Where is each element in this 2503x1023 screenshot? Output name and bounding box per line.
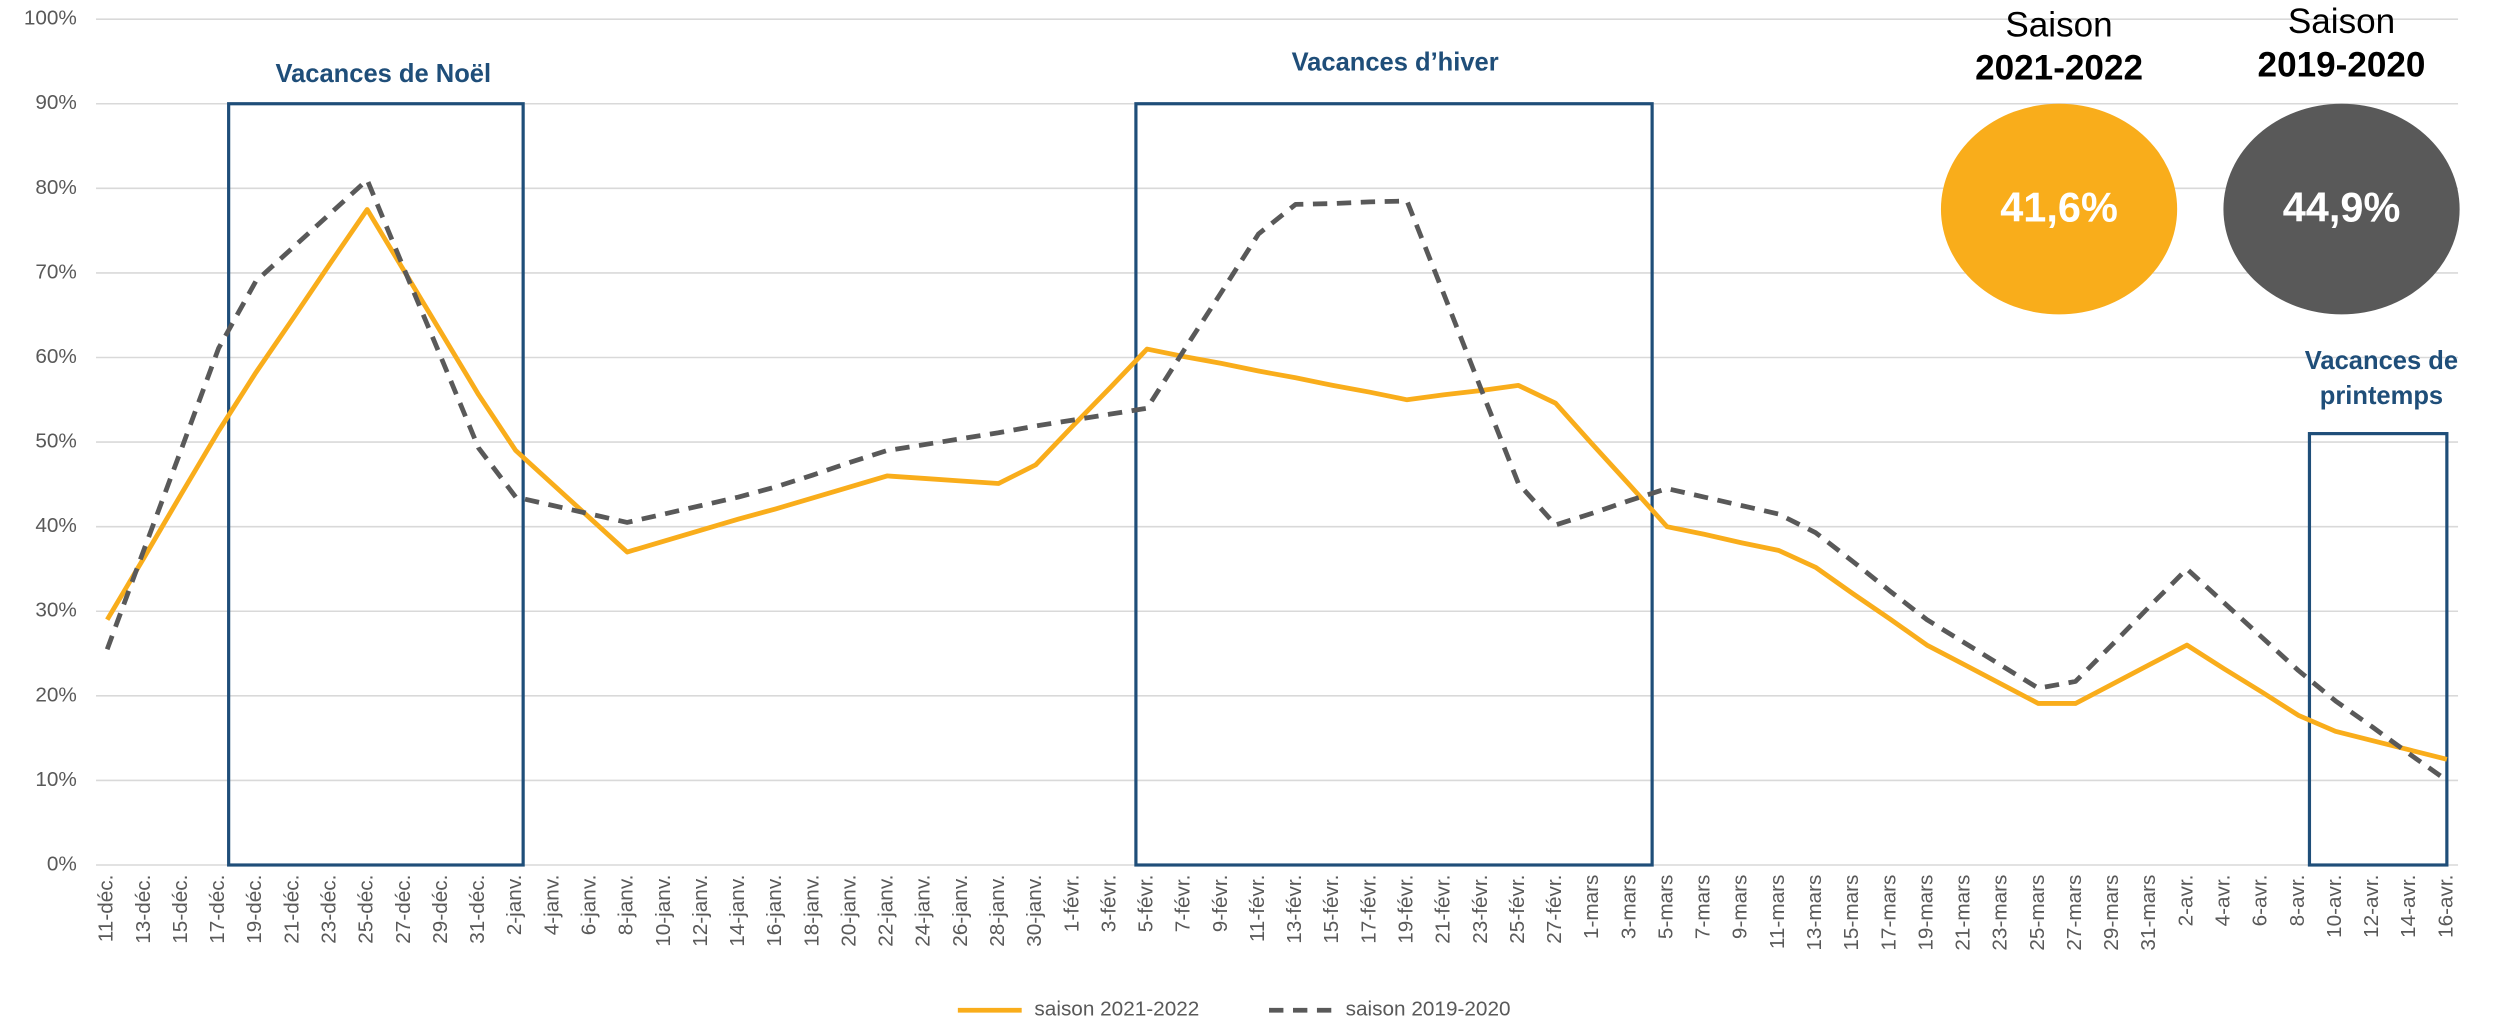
x-tick-label: 14-avr. <box>2397 875 2420 938</box>
x-tick-label: 26-janv. <box>949 875 972 947</box>
summary-bubble <box>2223 103 2460 315</box>
x-tick-label: 18-janv. <box>800 875 823 947</box>
period-label: Vacances d’hiver <box>1292 49 1499 77</box>
x-tick-label: 2-avr. <box>2174 875 2197 927</box>
y-tick-label: 60% <box>35 345 77 368</box>
x-tick-label: 1-févr. <box>1060 875 1083 933</box>
x-tick-label: 17-févr. <box>1357 875 1380 944</box>
y-tick-label: 20% <box>35 683 77 706</box>
x-tick-label: 27-déc. <box>392 875 415 944</box>
x-tick-label: 23-déc. <box>318 875 341 944</box>
x-tick-label: 15-déc. <box>169 875 192 944</box>
y-tick-label: 100% <box>24 7 77 30</box>
x-tick-label: 19-févr. <box>1395 875 1418 944</box>
x-tick-label: 22-janv. <box>875 875 898 947</box>
x-tick-label: 25-févr. <box>1506 875 1529 944</box>
period-box <box>2307 432 2449 867</box>
x-tick-label: 3-févr. <box>1097 875 1120 933</box>
x-tick-label: 6-janv. <box>577 875 600 936</box>
summary-label: Saison <box>2288 2 2395 41</box>
x-tick-label: 19-mars <box>1914 875 1937 951</box>
period-box <box>227 102 525 867</box>
y-tick-label: 50% <box>35 430 77 453</box>
x-tick-label: 23-févr. <box>1469 875 1492 944</box>
x-tick-label: 17-déc. <box>206 875 229 944</box>
y-tick-label: 30% <box>35 599 77 622</box>
x-tick-label: 29-mars <box>2100 875 2123 951</box>
x-tick-label: 2-janv. <box>503 875 526 936</box>
x-tick-label: 25-mars <box>2026 875 2049 951</box>
x-tick-label: 5-févr. <box>1135 875 1158 933</box>
x-tick-label: 5-mars <box>1654 875 1677 940</box>
x-tick-label: 16-janv. <box>763 875 786 947</box>
y-tick-label: 90% <box>35 91 77 114</box>
x-tick-label: 21-févr. <box>1432 875 1455 944</box>
summary-value: 44,9% <box>2283 184 2401 231</box>
x-tick-label: 4-janv. <box>540 875 563 936</box>
x-tick-label: 11-déc. <box>95 875 118 943</box>
x-tick-label: 30-janv. <box>1023 875 1046 947</box>
legend-label: saison 2019-2020 <box>1346 998 1511 1021</box>
x-tick-label: 8-janv. <box>615 875 638 936</box>
period-box <box>1134 102 1654 867</box>
x-tick-label: 23-mars <box>1989 875 2012 951</box>
x-tick-label: 15-mars <box>1840 875 1863 951</box>
x-tick-label: 7-févr. <box>1172 875 1195 933</box>
period-label: Vacances de Noël <box>276 60 492 88</box>
x-tick-label: 13-mars <box>1803 875 1826 951</box>
x-tick-label: 25-déc. <box>355 875 378 944</box>
period-label: Vacances de <box>2305 347 2458 375</box>
summary-label: Saison <box>2005 5 2112 44</box>
x-tick-label: 9-mars <box>1729 875 1752 940</box>
x-tick-label: 9-févr. <box>1209 875 1232 933</box>
x-tick-label: 28-janv. <box>986 875 1009 947</box>
x-tick-label: 27-mars <box>2063 875 2086 951</box>
x-tick-label: 17-mars <box>1877 875 1900 951</box>
y-tick-label: 80% <box>35 176 77 199</box>
x-tick-label: 24-janv. <box>912 875 935 947</box>
x-tick-label: 29-déc. <box>429 875 452 944</box>
x-tick-label: 31-mars <box>2137 875 2160 951</box>
x-tick-label: 3-mars <box>1617 875 1640 940</box>
x-tick-label: 4-avr. <box>2212 875 2235 927</box>
summary-bubble <box>1940 103 2178 315</box>
x-tick-label: 12-janv. <box>689 875 712 947</box>
y-tick-label: 0% <box>47 852 77 875</box>
x-tick-label: 6-avr. <box>2249 875 2272 927</box>
x-tick-label: 11-févr. <box>1246 875 1269 943</box>
x-tick-label: 21-mars <box>1952 875 1975 951</box>
period-label: printemps <box>2320 382 2443 410</box>
x-tick-label: 14-janv. <box>726 875 749 947</box>
series-line <box>105 207 2448 762</box>
x-tick-label: 27-févr. <box>1543 875 1566 944</box>
x-tick-label: 7-mars <box>1692 875 1715 940</box>
x-tick-label: 16-avr. <box>2434 875 2457 938</box>
summary-season: 2021-2022 <box>1975 49 2143 88</box>
y-tick-label: 10% <box>35 768 77 791</box>
x-tick-label: 10-janv. <box>652 875 675 947</box>
summary-value: 41,6% <box>2000 184 2118 231</box>
x-tick-label: 19-déc. <box>243 875 266 944</box>
x-tick-label: 13-déc. <box>132 875 155 944</box>
summary-season: 2019-2020 <box>2258 45 2426 84</box>
x-tick-label: 11-mars <box>1766 875 1789 950</box>
legend-label: saison 2021-2022 <box>1034 998 1199 1021</box>
y-tick-label: 40% <box>35 514 77 537</box>
series-line <box>104 177 2449 783</box>
x-tick-label: 13-févr. <box>1283 875 1306 944</box>
x-tick-label: 31-déc. <box>466 875 489 944</box>
x-tick-label: 10-avr. <box>2323 875 2346 938</box>
x-tick-label: 12-avr. <box>2360 875 2383 938</box>
x-tick-label: 20-janv. <box>837 875 860 947</box>
x-tick-label: 21-déc. <box>280 875 303 944</box>
x-tick-label: 15-févr. <box>1320 875 1343 944</box>
y-tick-label: 70% <box>35 260 77 283</box>
x-tick-label: 1-mars <box>1580 875 1603 940</box>
x-tick-label: 8-avr. <box>2286 875 2309 927</box>
